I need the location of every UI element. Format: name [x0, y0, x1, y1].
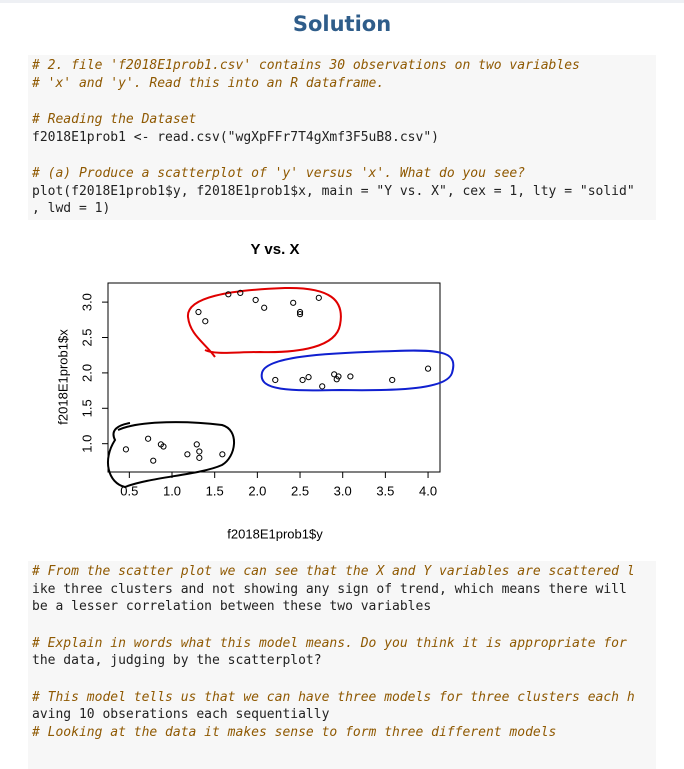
point — [184, 451, 191, 458]
code-group: # This model tells us that we can have t… — [32, 689, 656, 742]
point — [196, 454, 203, 461]
point — [299, 376, 306, 384]
x-tick-label: 3.0 — [334, 483, 352, 498]
black-circle — [107, 421, 235, 489]
output-block: # From the scatter plot we can see that … — [28, 561, 656, 769]
code-line: the data, judging by the scatterplot? — [32, 653, 322, 668]
code-group: # From the scatter plot we can see that … — [32, 563, 656, 616]
x-tick-label: 2.5 — [291, 483, 309, 498]
x-axis-label: f2018E1prob1$y — [227, 526, 323, 541]
point — [196, 448, 203, 455]
point — [290, 299, 297, 306]
point — [389, 376, 396, 384]
point — [296, 311, 304, 318]
point — [225, 291, 232, 298]
title: Solution — [292, 12, 392, 36]
point — [122, 446, 130, 453]
point — [252, 296, 259, 304]
code-line: ike three clusters and not showing any s… — [32, 581, 627, 597]
red-circle — [186, 286, 342, 358]
y-tick-label: 1.5 — [79, 399, 94, 417]
code-line: f2018E1prob1 <- read.csv("wgXpFFr7T4gXmf… — [32, 129, 439, 145]
point — [305, 374, 312, 381]
code-block: # 2. file 'f2018E1prob1.csv' contains 30… — [28, 55, 656, 220]
point — [296, 308, 304, 316]
point — [160, 443, 167, 450]
point — [202, 318, 209, 325]
point — [315, 294, 322, 301]
point — [219, 451, 226, 458]
top-border — [0, 0, 684, 3]
point — [424, 365, 432, 372]
point — [150, 457, 157, 464]
chart: Y vs. X f2018E1prob1$y f2018E1prob1$x 0.… — [55, 241, 455, 541]
point — [237, 289, 244, 297]
point — [272, 376, 279, 384]
x-tick-label: 2.0 — [248, 483, 266, 498]
point — [145, 435, 152, 442]
point — [261, 304, 268, 311]
code-line: # 2. file 'f2018E1prob1.csv' contains 30… — [32, 58, 580, 73]
x-tick-label: 1.0 — [163, 483, 181, 498]
blue-circle — [260, 349, 455, 392]
point — [347, 373, 354, 380]
code-group: # Explain in words what this model means… — [32, 635, 656, 670]
code-group: # 2. file 'f2018E1prob1.csv' contains 30… — [32, 57, 656, 92]
code-group: # Reading the Dataset f2018E1prob1 <- rea… — [32, 111, 656, 146]
code-line: # Looking at the data it makes sense to … — [32, 724, 557, 740]
x-tick-label: 4.0 — [419, 483, 437, 498]
y-tick-label: 2.5 — [79, 328, 94, 346]
code-line: # Reading the Dataset — [32, 112, 197, 127]
code-line: be a lesser correlation between these tw… — [32, 599, 432, 614]
y-tick-label: 1.0 — [79, 435, 94, 453]
code-line: plot(f2018E1prob1$y, f2018E1prob1$x, mai… — [32, 183, 635, 199]
code-line: # From the scatter plot we can see that … — [32, 564, 635, 579]
code-line: # This model tells us that we can have t… — [32, 689, 635, 705]
code-line: # Explain in words what this model means… — [32, 635, 627, 651]
chart-title: Y vs. X — [251, 241, 300, 258]
point — [193, 441, 200, 448]
x-tick-label: 0.5 — [120, 483, 138, 498]
x-tick-label: 1.5 — [206, 483, 224, 498]
x-tick-label: 3.5 — [376, 483, 394, 498]
code-line: # (a) Produce a scatterplot of 'y' versu… — [32, 166, 526, 181]
y-tick-label: 2.0 — [79, 364, 94, 382]
point — [195, 308, 202, 316]
code-line: aving 10 obserations each sequentially — [32, 707, 330, 722]
y-axis-label: f2018E1prob1$x — [55, 329, 70, 425]
y-tick-label: 3.0 — [79, 293, 94, 311]
point — [335, 373, 342, 380]
code-line: # 'x' and 'y'. Read this into an R dataf… — [32, 75, 385, 91]
code-group: # (a) Produce a scatterplot of 'y' versu… — [32, 165, 656, 218]
code-line: , lwd = 1) — [32, 201, 111, 216]
point — [319, 383, 326, 390]
